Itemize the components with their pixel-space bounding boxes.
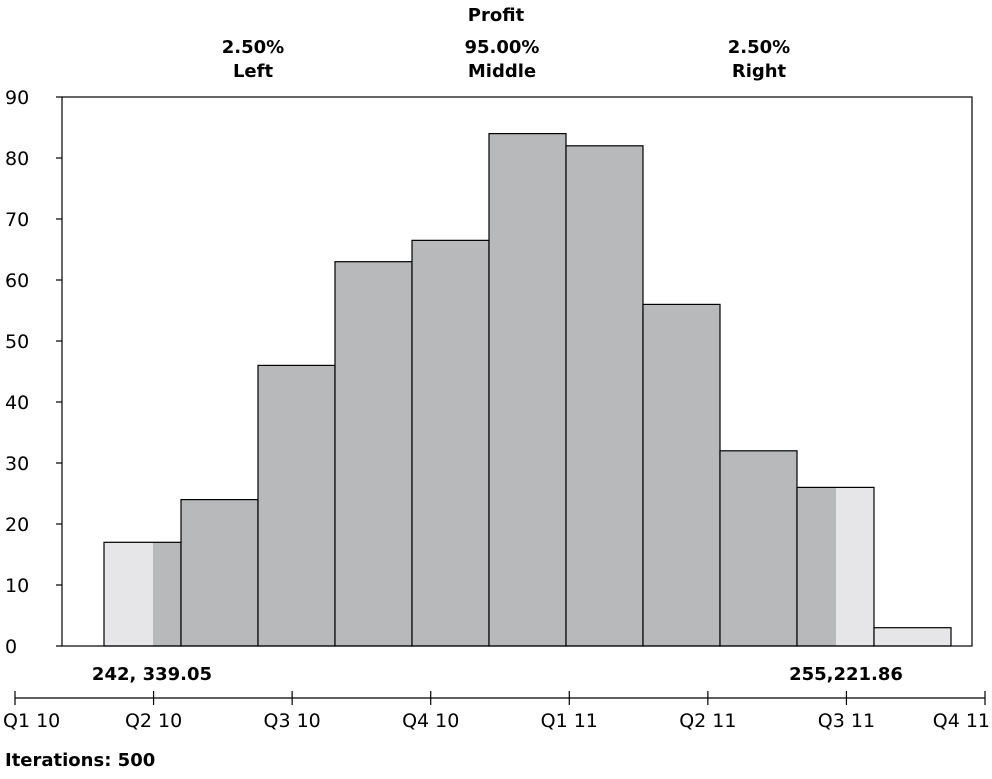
middle-percent-label: 95.00% Middle bbox=[412, 36, 592, 84]
histogram-bar-fill bbox=[335, 261, 412, 646]
chart-title: Profit bbox=[467, 5, 525, 26]
time-tick-label: Q3 11 bbox=[818, 710, 875, 732]
right-percent-value: 2.50% bbox=[727, 37, 791, 58]
y-tick-label: 30 bbox=[5, 453, 29, 475]
left-cutoff-label: 242, 339.05 bbox=[92, 664, 212, 685]
y-tick-label: 50 bbox=[5, 331, 29, 353]
time-tick-label: Q2 10 bbox=[125, 710, 182, 732]
y-axis: 0 10 20 30 40 50 60 70 80 90 bbox=[5, 87, 62, 658]
time-tick-label: Q4 11 bbox=[933, 710, 990, 732]
right-cutoff-label: 255,221.86 bbox=[789, 664, 903, 685]
y-tick-label: 80 bbox=[5, 148, 29, 170]
iterations-label: Iterations: 500 bbox=[5, 750, 156, 771]
middle-percent-value: 95.00% bbox=[464, 37, 540, 58]
right-percent-label: 2.50% Right bbox=[669, 36, 849, 84]
y-tick-label: 0 bbox=[5, 636, 17, 658]
histogram-bar-fill bbox=[412, 240, 489, 646]
y-tick-label: 90 bbox=[5, 87, 29, 109]
histogram-bar-fill bbox=[153, 542, 181, 646]
left-percent-name: Left bbox=[232, 61, 274, 82]
y-tick-label: 10 bbox=[5, 575, 29, 597]
histogram-bar-fill bbox=[836, 487, 874, 646]
histogram-bar-fill bbox=[720, 450, 797, 646]
y-tick-label: 70 bbox=[5, 209, 29, 231]
y-tick-label: 60 bbox=[5, 270, 29, 292]
histogram-bar-fill bbox=[797, 487, 836, 646]
left-percent-label: 2.50% Left bbox=[163, 36, 343, 84]
time-tick-label: Q2 11 bbox=[679, 710, 736, 732]
histogram-bar-fill bbox=[258, 365, 335, 646]
right-percent-name: Right bbox=[731, 61, 787, 82]
middle-percent-name: Middle bbox=[467, 61, 537, 82]
plot-frame bbox=[61, 96, 973, 647]
histogram-bar-fill bbox=[489, 133, 566, 647]
time-tick-label: Q4 10 bbox=[402, 710, 459, 732]
histogram-bar-fill bbox=[643, 304, 720, 646]
y-tick-label: 40 bbox=[5, 392, 29, 414]
time-tick-label: Q1 10 bbox=[3, 710, 60, 732]
y-tick-label: 20 bbox=[5, 514, 29, 536]
time-tick-label: Q1 11 bbox=[541, 710, 598, 732]
histogram-bars bbox=[103, 133, 952, 647]
time-tick-label: Q3 10 bbox=[264, 710, 321, 732]
histogram-bar-fill bbox=[104, 542, 153, 646]
time-axis: Q1 10 Q2 10 Q3 10 Q4 10 Q1 11 Q2 11 Q3 11 Q4 11 bbox=[3, 691, 990, 732]
histogram-bar-fill bbox=[181, 499, 258, 646]
histogram-bar-fill bbox=[566, 145, 643, 647]
histogram-bar-fill bbox=[874, 627, 951, 646]
left-percent-value: 2.50% bbox=[221, 37, 285, 58]
